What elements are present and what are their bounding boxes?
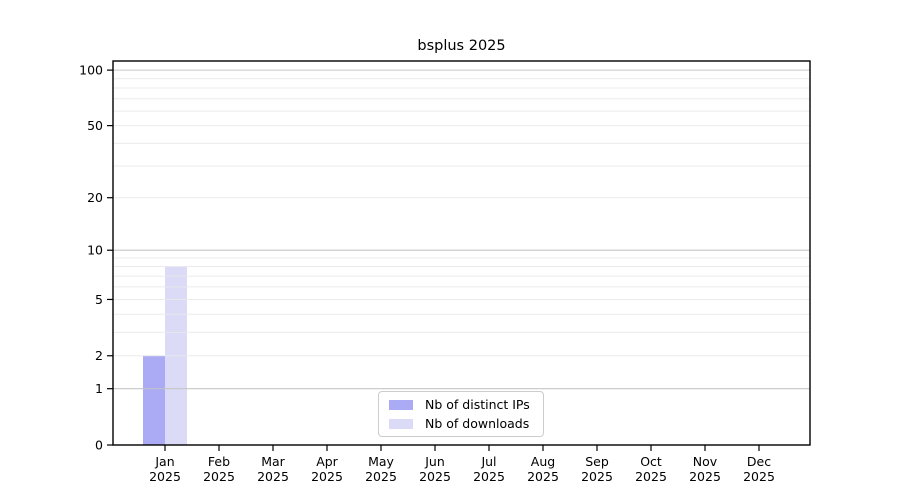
y-tick-label: 50 — [87, 118, 103, 133]
x-tick-label-month: Dec — [747, 454, 771, 469]
y-tick-label: 5 — [95, 292, 103, 307]
x-tick-label-month: Apr — [316, 454, 338, 469]
x-tick-label-year: 2025 — [689, 469, 721, 484]
x-tick-label-month: Feb — [208, 454, 230, 469]
x-tick-label-month: Oct — [640, 454, 662, 469]
x-tick-label-month: Jul — [480, 454, 496, 469]
x-tick-label-month: Sep — [585, 454, 609, 469]
x-tick-label-year: 2025 — [635, 469, 667, 484]
x-tick-label-year: 2025 — [473, 469, 505, 484]
bar-nb-of-distinct-ips-jan — [143, 355, 165, 445]
x-tick-label-year: 2025 — [257, 469, 289, 484]
legend-swatch-downloads — [389, 418, 413, 429]
legend-label-distinct-ips: Nb of distinct IPs — [425, 397, 530, 412]
x-tick-label-month: Mar — [261, 454, 285, 469]
y-tick-label: 20 — [87, 190, 103, 205]
plot-frame — [112, 60, 811, 446]
y-tick-label: 10 — [87, 243, 103, 258]
y-tick-label: 100 — [79, 62, 103, 77]
y-tick-label: 0 — [95, 437, 103, 452]
y-tick-label: 1 — [95, 381, 103, 396]
legend-swatch-distinct-ips — [389, 399, 413, 410]
x-tick-label-year: 2025 — [743, 469, 775, 484]
x-tick-label-month: May — [368, 454, 394, 469]
x-tick-label-year: 2025 — [419, 469, 451, 484]
x-tick-label-year: 2025 — [311, 469, 343, 484]
legend: Nb of distinct IPs Nb of downloads — [378, 391, 544, 437]
x-tick-label-year: 2025 — [203, 469, 235, 484]
x-tick-label-month: Jan — [154, 454, 174, 469]
x-tick-label-year: 2025 — [149, 469, 181, 484]
x-tick-label-year: 2025 — [527, 469, 559, 484]
x-tick-label-month: Jun — [424, 454, 445, 469]
x-tick-label-month: Nov — [693, 454, 718, 469]
legend-item-downloads: Nb of downloads — [385, 416, 537, 431]
x-tick-label-year: 2025 — [365, 469, 397, 484]
x-tick-label-year: 2025 — [581, 469, 613, 484]
y-tick-label: 2 — [95, 348, 103, 363]
chart-title: bsplus 2025 — [417, 38, 506, 54]
x-tick-label-month: Aug — [531, 454, 555, 469]
legend-item-distinct-ips: Nb of distinct IPs — [385, 397, 537, 412]
legend-label-downloads: Nb of downloads — [425, 416, 530, 431]
